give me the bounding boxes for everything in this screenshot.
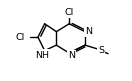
Text: N: N (85, 27, 92, 36)
Text: Cl: Cl (16, 33, 25, 42)
Text: N: N (68, 51, 75, 60)
Text: NH: NH (36, 51, 50, 60)
Text: S: S (98, 46, 104, 55)
Text: Cl: Cl (65, 8, 74, 17)
